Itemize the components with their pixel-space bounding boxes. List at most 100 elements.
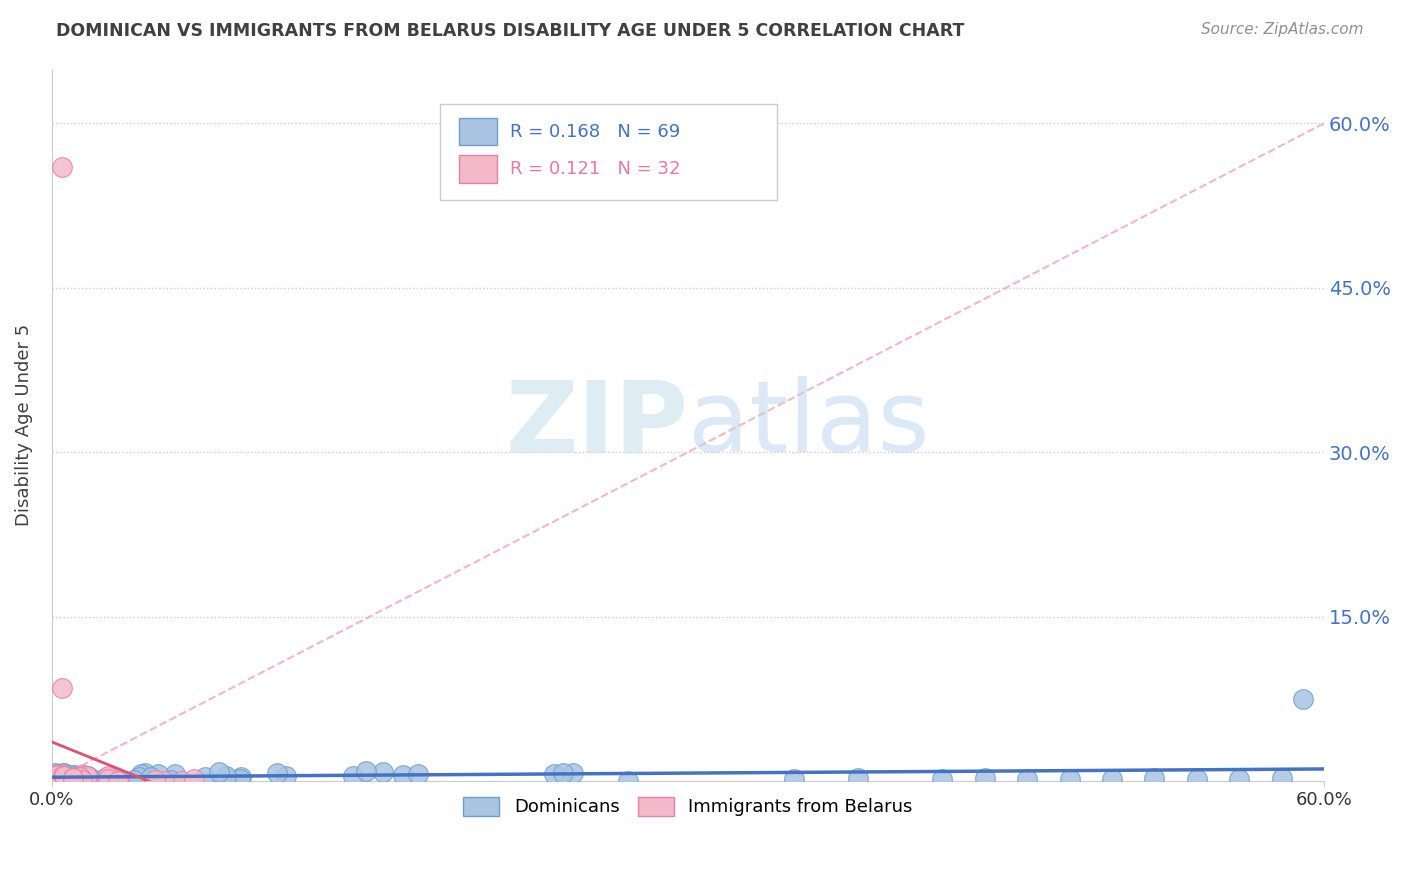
Point [45, 772, 67, 787]
Point [143, 772, 166, 787]
Text: ZIP: ZIP [505, 376, 688, 474]
Point [1059, 772, 1081, 786]
Point [553, 766, 575, 780]
Point [51, 160, 73, 174]
Point [51, 770, 73, 784]
Point [62, 771, 84, 785]
Point [70, 768, 93, 782]
Point [146, 767, 169, 781]
Point [75, 772, 97, 787]
Point [170, 773, 193, 788]
Point [66, 770, 89, 784]
Point [1017, 772, 1039, 786]
Point [342, 769, 364, 783]
Point [97, 772, 120, 786]
FancyBboxPatch shape [440, 104, 778, 201]
FancyBboxPatch shape [458, 155, 498, 183]
Point [562, 765, 585, 780]
Point [128, 770, 150, 784]
Point [49, 773, 72, 788]
Point [94, 772, 117, 786]
Point [62, 771, 84, 785]
Point [70, 772, 93, 787]
Point [266, 765, 288, 780]
Point [846, 771, 869, 785]
Point [103, 770, 125, 784]
Point [139, 770, 162, 784]
Point [354, 764, 377, 779]
Point [65, 772, 87, 787]
Point [274, 769, 297, 783]
Point [134, 765, 156, 780]
Point [214, 769, 236, 783]
Point [53, 765, 76, 780]
Point [80, 772, 103, 786]
Point [1143, 771, 1166, 785]
Point [60, 768, 83, 782]
Point [44, 767, 66, 781]
Point [163, 766, 186, 780]
Point [46, 769, 69, 783]
Point [48, 769, 70, 783]
Point [617, 773, 640, 788]
Point [215, 771, 238, 785]
Point [194, 770, 217, 784]
Y-axis label: Disability Age Under 5: Disability Age Under 5 [15, 324, 32, 526]
Point [973, 771, 995, 785]
Point [1101, 772, 1123, 786]
Point [129, 766, 152, 780]
Point [46, 769, 69, 783]
Point [46, 767, 69, 781]
Point [107, 773, 129, 788]
Point [1185, 772, 1208, 786]
Point [49, 768, 72, 782]
Point [77, 769, 100, 783]
Point [52, 765, 75, 780]
Point [392, 768, 415, 782]
Point [80, 773, 103, 788]
Point [160, 772, 183, 787]
Point [231, 771, 253, 785]
Point [59, 774, 82, 789]
Text: R = 0.121   N = 32: R = 0.121 N = 32 [510, 160, 681, 178]
Point [73, 768, 96, 782]
Text: Source: ZipAtlas.com: Source: ZipAtlas.com [1201, 22, 1364, 37]
Point [53, 769, 76, 783]
Point [51, 681, 73, 695]
Point [48, 768, 70, 782]
Point [44, 771, 66, 785]
Point [371, 765, 394, 780]
Point [49, 770, 72, 784]
Point [77, 771, 100, 785]
Point [63, 768, 86, 782]
Point [58, 772, 80, 786]
Point [783, 772, 806, 786]
Point [49, 772, 72, 787]
Point [1227, 772, 1250, 786]
Point [543, 767, 565, 781]
FancyBboxPatch shape [458, 119, 498, 145]
Point [66, 769, 89, 783]
Point [45, 772, 67, 787]
Point [107, 773, 129, 788]
Text: DOMINICAN VS IMMIGRANTS FROM BELARUS DISABILITY AGE UNDER 5 CORRELATION CHART: DOMINICAN VS IMMIGRANTS FROM BELARUS DIS… [56, 22, 965, 40]
Point [122, 772, 145, 787]
Point [153, 773, 176, 788]
Point [46, 768, 69, 782]
Point [183, 772, 205, 786]
Point [49, 772, 72, 787]
Point [931, 772, 953, 786]
Point [208, 765, 231, 780]
Point [76, 769, 98, 783]
Text: atlas: atlas [688, 376, 929, 474]
Legend: Dominicans, Immigrants from Belarus: Dominicans, Immigrants from Belarus [454, 788, 921, 825]
Point [1292, 691, 1315, 706]
Text: R = 0.168   N = 69: R = 0.168 N = 69 [510, 123, 681, 141]
Point [97, 769, 120, 783]
Point [229, 772, 252, 787]
Point [44, 766, 66, 780]
Point [44, 770, 66, 784]
Point [67, 773, 90, 788]
Point [406, 766, 429, 780]
Point [52, 768, 75, 782]
